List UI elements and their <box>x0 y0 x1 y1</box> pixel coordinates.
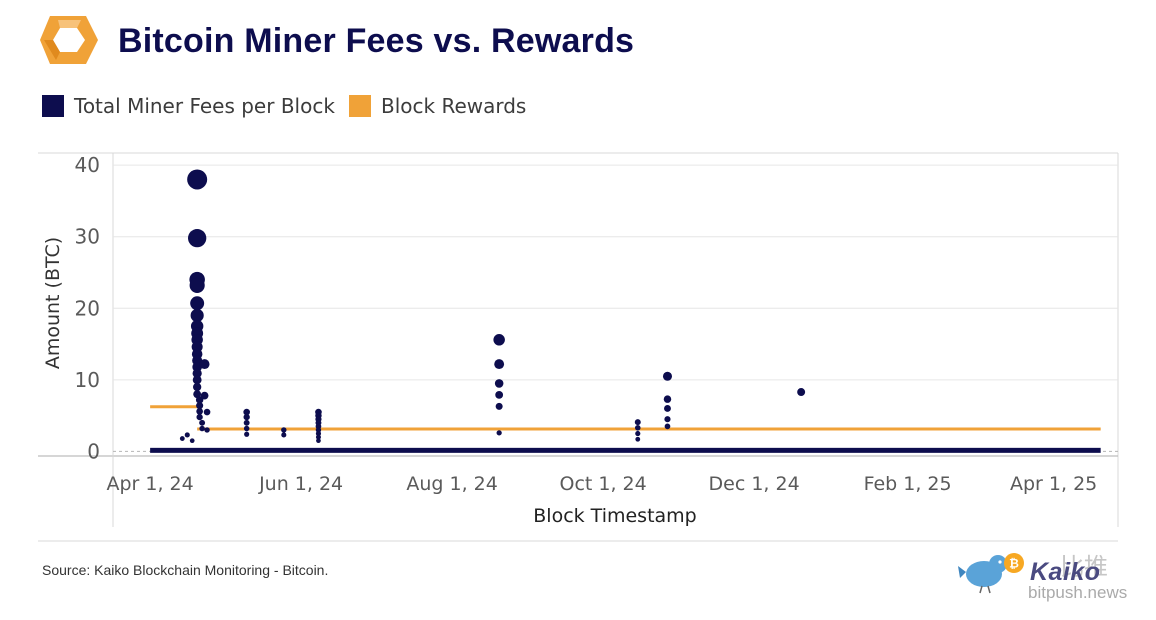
bitcoin-coin-icon: ₿ <box>1004 553 1024 573</box>
x-tick-label: Feb 1, 25 <box>864 473 952 495</box>
fee-point <box>664 416 671 423</box>
fee-point <box>635 436 641 442</box>
fee-point <box>196 408 203 415</box>
fee-point <box>190 308 204 323</box>
fee-point <box>200 391 209 400</box>
legend-swatch-rewards <box>349 95 371 117</box>
fee-point <box>316 438 321 444</box>
fee-point <box>664 405 671 412</box>
fee-point <box>188 229 207 248</box>
kaiko-brand: Kaiko <box>1030 558 1101 586</box>
fee-point <box>495 390 504 399</box>
legend-swatch-fees <box>42 95 64 117</box>
fee-point <box>196 413 203 421</box>
fee-baseline-band <box>150 447 1101 453</box>
fee-point <box>662 371 673 381</box>
y-tick-label: 20 <box>75 296 100 320</box>
fee-point <box>243 413 250 421</box>
fee-point <box>493 334 505 346</box>
fee-point <box>184 432 190 438</box>
fee-point <box>195 396 204 404</box>
y-tick-label: 0 <box>87 439 100 463</box>
x-tick-label: Apr 1, 24 <box>106 473 193 495</box>
fee-point <box>204 427 210 433</box>
fee-point <box>192 368 202 379</box>
fee-point <box>190 296 205 311</box>
x-tick-label: Apr 1, 25 <box>1010 473 1097 495</box>
fee-point <box>179 436 185 441</box>
fee-point <box>797 388 806 397</box>
fee-point <box>193 382 202 392</box>
fee-point <box>494 359 505 370</box>
fee-point <box>199 425 205 432</box>
chart-title: Bitcoin Miner Fees vs. Rewards <box>118 22 635 60</box>
fee-point <box>634 419 641 426</box>
legend-item-rewards: Block Rewards <box>349 94 526 118</box>
fee-point <box>663 395 672 403</box>
y-axis-title: Amount (BTC) <box>42 237 64 369</box>
fee-point <box>243 408 250 416</box>
fee-point <box>193 390 202 399</box>
legend-label-rewards: Block Rewards <box>381 94 527 118</box>
fee-point <box>281 427 287 433</box>
x-tick-label: Oct 1, 24 <box>559 473 646 495</box>
fee-point <box>187 169 208 190</box>
fee-point <box>634 425 641 431</box>
fee-point <box>494 379 504 388</box>
y-tick-label: 10 <box>75 368 100 392</box>
svg-text:₿: ₿ <box>1009 557 1019 571</box>
fee-point <box>189 277 205 293</box>
x-tick-label: Jun 1, 24 <box>258 473 343 495</box>
y-tick-label: 30 <box>75 225 100 249</box>
y-tick-label: 40 <box>75 153 100 177</box>
legend-item-fees: Total Miner Fees per Block <box>42 94 335 118</box>
x-tick-label: Aug 1, 24 <box>406 473 497 495</box>
legend-label-fees: Total Miner Fees per Block <box>74 94 335 118</box>
watermark-url: bitpush.news <box>1028 583 1128 602</box>
fee-point <box>199 419 206 426</box>
fee-point <box>281 432 287 438</box>
kaiko-logo <box>40 16 98 64</box>
fee-point <box>203 408 211 416</box>
fee-point <box>243 425 250 432</box>
fee-point <box>315 430 322 437</box>
fee-point <box>664 423 671 430</box>
fee-point <box>315 427 322 433</box>
x-tick-label: Dec 1, 24 <box>709 473 800 495</box>
bird-icon <box>958 555 1014 594</box>
fee-point <box>496 430 502 436</box>
fee-point <box>196 402 204 410</box>
fee-point <box>315 434 321 440</box>
fee-point <box>189 438 195 444</box>
fee-point <box>192 375 202 385</box>
fee-point <box>495 402 503 410</box>
watermark-cn: 比推 <box>1060 554 1108 581</box>
fee-point <box>192 362 202 372</box>
fee-point <box>199 359 210 370</box>
source-note: Source: Kaiko Blockchain Monitoring - Bi… <box>42 562 329 578</box>
x-axis-title: Block Timestamp <box>533 505 697 527</box>
fee-point <box>243 419 250 426</box>
fee-point <box>635 430 641 437</box>
fee-point <box>244 431 250 437</box>
